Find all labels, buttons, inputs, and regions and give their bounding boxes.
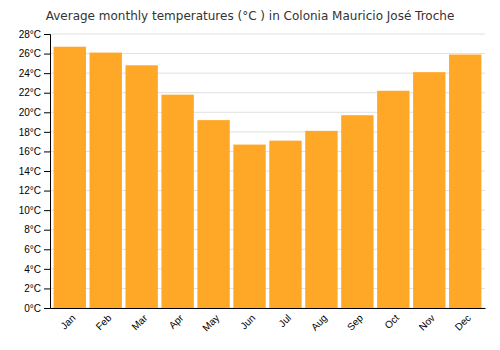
tick: Oct — [382, 312, 401, 331]
tick-mark — [44, 288, 50, 289]
tick-label: 2°C — [24, 283, 41, 294]
tick-label: 14°C — [19, 166, 41, 177]
plot: 0°C 2°C 4°C 6°C 8°C 10°C 12°C 14°C 16°C 18°C 20°C 2… — [19, 29, 486, 334]
tick: Sep — [345, 312, 366, 333]
tick-mark — [44, 151, 50, 152]
tick-mark — [44, 269, 50, 270]
tick: 4°C — [24, 264, 50, 275]
grid — [50, 34, 485, 308]
tick: Aug — [309, 312, 329, 332]
tick-label: 16°C — [19, 146, 41, 157]
bar — [413, 72, 445, 308]
tick-mark — [44, 191, 50, 192]
tick-label: Mar — [129, 312, 149, 332]
tick-mark — [44, 93, 50, 94]
title: Average monthly temperatures (°C ) in Co… — [46, 9, 455, 23]
bar — [54, 47, 86, 308]
tick: Jan — [58, 312, 77, 331]
tick-label: Jan — [58, 312, 77, 331]
tick: Nov — [417, 312, 437, 332]
tick-label: 4°C — [24, 264, 41, 275]
tick: 12°C — [19, 185, 50, 196]
tick: 8°C — [24, 224, 50, 235]
tick: 22°C — [19, 87, 50, 98]
y-axis: 0°C 2°C 4°C 6°C 8°C 10°C 12°C 14°C 16°C 18°C 20°C 2… — [19, 29, 51, 314]
tick: 0°C — [24, 303, 50, 314]
tick-label: 0°C — [24, 303, 41, 314]
tick: Jul — [276, 312, 293, 329]
tick: Dec — [453, 312, 473, 332]
tick: May — [200, 312, 221, 333]
bar — [161, 95, 193, 308]
tick: 14°C — [19, 166, 50, 177]
tick-label: 18°C — [19, 127, 41, 138]
tick-label: Feb — [94, 312, 114, 332]
tick-mark — [44, 73, 50, 74]
tick-label: Jul — [276, 312, 293, 329]
tick-label: Jun — [238, 312, 257, 331]
bar — [125, 65, 157, 308]
bar — [269, 141, 301, 308]
tick-label: 6°C — [24, 244, 41, 255]
tick-label: May — [200, 312, 221, 333]
tick-label: 24°C — [19, 68, 41, 79]
tick-mark — [44, 249, 50, 250]
x-axis: Jan Feb Mar Apr May Jun Jul Aug Sep Oct Nov Dec — [51, 309, 486, 334]
tick: 28°C — [19, 29, 50, 40]
tick: 2°C — [24, 283, 50, 294]
bars — [54, 47, 482, 308]
tick: 18°C — [19, 127, 50, 138]
tick-label: Nov — [417, 312, 437, 332]
tick-mark — [44, 230, 50, 231]
tick: 26°C — [19, 48, 50, 59]
tick: Apr — [167, 312, 186, 331]
tick-label: 22°C — [19, 87, 41, 98]
axis-line — [51, 308, 486, 309]
tick-mark — [44, 112, 50, 113]
tick-label: 10°C — [19, 205, 41, 216]
axis-line — [44, 35, 51, 309]
bar — [377, 91, 409, 308]
tick: 20°C — [19, 107, 50, 118]
tick-label: 12°C — [19, 185, 41, 196]
tick: 24°C — [19, 68, 50, 79]
tick-label: 26°C — [19, 48, 41, 59]
chart: 0°C 2°C 4°C 6°C 8°C 10°C 12°C 14°C 16°C 18°C 20°C 2… — [0, 0, 500, 350]
bar — [90, 53, 122, 308]
grid-line — [50, 34, 485, 35]
bar — [341, 115, 373, 308]
tick: 16°C — [19, 146, 50, 157]
tick-label: 20°C — [19, 107, 41, 118]
tick-mark — [44, 308, 50, 309]
tick-label: Oct — [382, 312, 401, 331]
bar — [233, 145, 265, 308]
tick-mark — [44, 171, 50, 172]
tick: Mar — [129, 312, 149, 332]
tick-label: 8°C — [24, 224, 41, 235]
tick: Jun — [238, 312, 257, 331]
bar — [449, 55, 481, 308]
tick-label: Dec — [453, 312, 473, 332]
tick-mark — [44, 210, 50, 211]
tick-mark — [44, 34, 50, 35]
bar — [305, 131, 337, 308]
tick-label: Apr — [167, 312, 186, 331]
tick: Feb — [94, 312, 114, 332]
tick-label: Sep — [345, 312, 366, 333]
tick-mark — [44, 132, 50, 133]
tick: 6°C — [24, 244, 50, 255]
tick: 10°C — [19, 205, 50, 216]
tick-mark — [44, 54, 50, 55]
tick-label: 28°C — [19, 29, 41, 40]
bar — [197, 120, 229, 308]
tick-label: Aug — [309, 312, 329, 332]
